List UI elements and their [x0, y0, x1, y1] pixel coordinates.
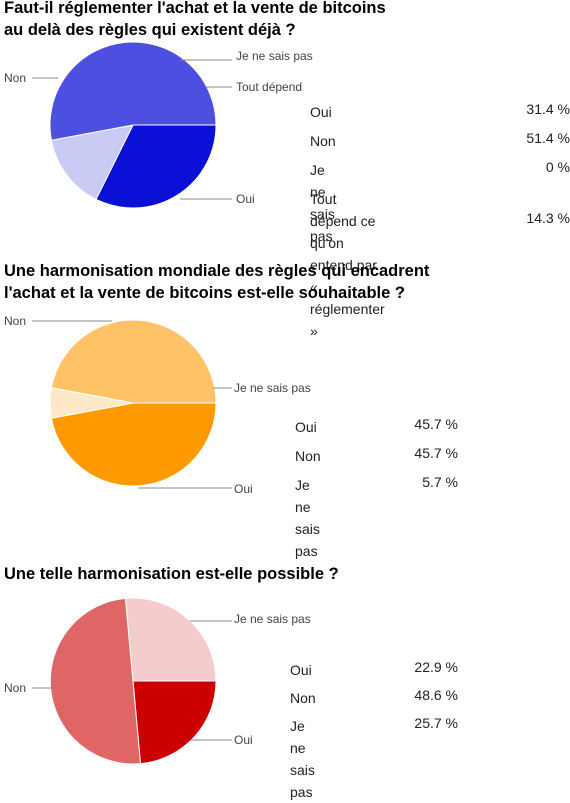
- pie-slice-oui: [132, 680, 217, 765]
- pie-possible: Oui Non Je ne sais pas: [4, 597, 311, 765]
- table-label: Non: [295, 448, 321, 464]
- table-value: 14.3 %: [526, 210, 570, 226]
- table-label: Je ne sais pas: [310, 162, 335, 244]
- chart-harmonisation-possible: Une telle harmonisation est-elle possibl…: [0, 555, 570, 800]
- slice-label: Je ne sais pas: [234, 612, 311, 626]
- pie-slice-oui: [50, 402, 217, 487]
- table-value: 22.9 %: [414, 659, 458, 675]
- table-value: 51.4 %: [526, 130, 570, 146]
- chart-harmonisation-souhaitable: Une harmonisation mondiale des règles qu…: [0, 255, 570, 559]
- pie-slice-non: [50, 319, 217, 404]
- chart-reglementer: Faut-il réglementer l'achat et la vente …: [0, 0, 570, 339]
- pie-slice-tout-d-pend: [50, 124, 134, 201]
- table-label: Oui: [310, 104, 332, 120]
- chart-title: Faut-il réglementer l'achat et la vente …: [4, 0, 386, 39]
- table-value: 0 %: [545, 159, 570, 175]
- slice-label: Je ne sais pas: [234, 381, 311, 395]
- table-value: 48.6 %: [414, 687, 458, 703]
- chart-title: Une harmonisation mondiale des règles qu…: [4, 262, 430, 302]
- table-value: 5.7 %: [422, 474, 458, 490]
- pie-slice-non: [49, 597, 142, 765]
- table-label: Non: [310, 133, 336, 149]
- pie-slice-non: [49, 41, 217, 141]
- table-label: Tout dépend ce qu'on entend par « réglem…: [310, 191, 385, 339]
- table-label: Je ne sais pas: [290, 718, 315, 800]
- table-label: Non: [290, 690, 316, 706]
- chart-title: Une telle harmonisation est-elle possibl…: [4, 565, 339, 583]
- slice-label: Non: [4, 71, 26, 85]
- pie-slice-je-ne-sais-pas: [124, 597, 217, 682]
- table-value: 31.4 %: [526, 101, 570, 117]
- slice-label: Oui: [234, 482, 253, 496]
- table-value: 45.7 %: [414, 445, 458, 461]
- slice-label: Oui: [236, 192, 255, 206]
- slice-label: Tout dépend: [236, 80, 302, 94]
- table-value: 45.7 %: [414, 416, 458, 432]
- pie-souhaitable: Oui Non Je ne sais pas: [4, 314, 311, 496]
- slice-label: Non: [4, 681, 26, 695]
- slice-label: Non: [4, 314, 26, 328]
- table-value: 25.7 %: [414, 715, 458, 731]
- table-label: Je ne sais pas: [295, 477, 320, 559]
- slice-label: Oui: [234, 733, 253, 747]
- table-label: Oui: [290, 662, 312, 678]
- table-label: Oui: [295, 419, 317, 435]
- pie-reglementer: Oui Non Je ne sais pas Tout dépend: [4, 41, 313, 209]
- slice-label: Je ne sais pas: [236, 49, 313, 63]
- pie-slice-oui: [95, 124, 217, 209]
